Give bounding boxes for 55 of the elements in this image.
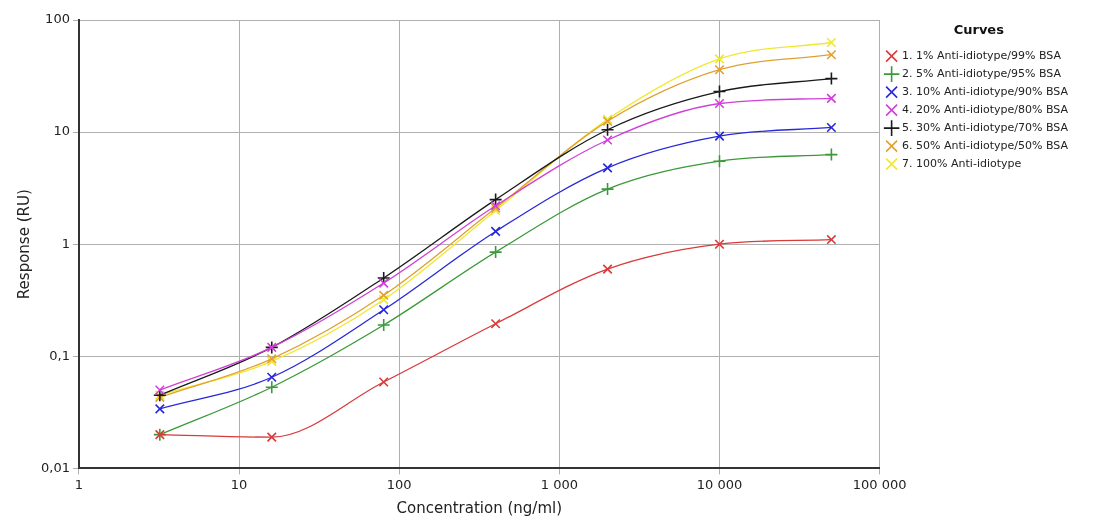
point [490, 226, 501, 237]
point [266, 372, 277, 383]
point [378, 294, 389, 305]
point [376, 318, 391, 332]
point [714, 131, 725, 142]
point [600, 122, 615, 137]
x-tick-label: 1 [74, 476, 84, 492]
legend-label: 1. 1% Anti-idiotype/99% BSA [902, 48, 1062, 62]
x-tick-label: 10 000 [696, 476, 743, 492]
x-axis-title: Concentration (ng/ml) [396, 498, 563, 517]
point [826, 93, 837, 104]
point [602, 264, 613, 275]
point [714, 53, 725, 64]
point [378, 304, 389, 315]
point [714, 64, 725, 75]
point [824, 147, 839, 162]
point [600, 182, 615, 196]
point [378, 278, 389, 289]
x-tick-label: 100 [386, 476, 412, 492]
point [826, 49, 837, 60]
point [824, 71, 839, 86]
point [826, 37, 837, 48]
x-tick-label: 1 000 [540, 476, 578, 492]
x-tick-label: 100 000 [852, 476, 907, 492]
point [488, 192, 503, 207]
point [826, 122, 837, 133]
legend-label: 4. 20% Anti-idiotype/80% BSA [902, 102, 1069, 116]
point [602, 162, 613, 173]
point [714, 239, 725, 250]
legend-label: 2. 5% Anti-idiotype/95% BSA [902, 66, 1062, 80]
point [714, 98, 725, 109]
y-tick-label: 10 [53, 123, 70, 139]
point [490, 318, 501, 329]
legend-label: 7. 100% Anti-idiotype [902, 156, 1022, 170]
point [602, 134, 613, 146]
legend-label: 6. 50% Anti-idiotype/50% BSA [902, 138, 1069, 152]
point [378, 376, 389, 388]
x-tick-label: 10 [230, 476, 248, 492]
point [266, 432, 277, 443]
point [264, 380, 279, 395]
y-tick-label: 100 [45, 11, 70, 27]
point [712, 84, 727, 99]
legend-label: 3. 10% Anti-idiotype/90% BSA [902, 84, 1069, 98]
legend-title: Curves [953, 21, 1005, 37]
point [154, 385, 165, 396]
y-tick-label: 0,01 [40, 459, 70, 475]
y-tick-label: 1 [61, 235, 70, 251]
y-tick-label: 0,1 [49, 347, 70, 363]
point [488, 245, 503, 259]
point [154, 403, 165, 414]
point [712, 154, 727, 169]
legend-label: 5. 30% Anti-idiotype/70% BSA [902, 120, 1069, 134]
point [826, 234, 837, 245]
y-axis-title: Response (RU) [14, 189, 33, 300]
point [378, 290, 389, 301]
